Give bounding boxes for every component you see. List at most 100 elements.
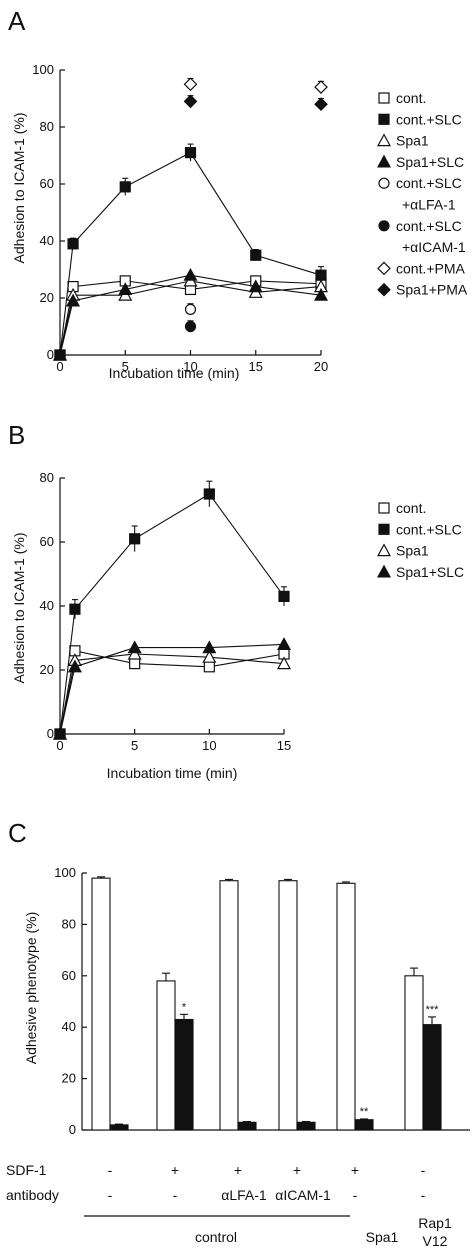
legend-label-cont: +αICAM-1 (402, 239, 466, 255)
y-tick-label: 0 (69, 1122, 76, 1137)
y-tick-label: 100 (54, 865, 76, 880)
v12-group-label: V12 (423, 1233, 448, 1249)
data-point (202, 640, 217, 654)
legend-label: cont.+SLC (396, 111, 462, 127)
panel-a-xlabel: Incubation time (min) (109, 365, 240, 381)
antibody-value: - (173, 1187, 178, 1203)
antibody-value: αICAM-1 (275, 1187, 331, 1203)
series-line (59, 274, 322, 356)
data-point (203, 661, 215, 673)
rap1-group-label: Rap1 (418, 1215, 452, 1231)
series-line (59, 643, 285, 735)
sdf-value: + (171, 1162, 179, 1178)
y-tick-label: 60 (62, 968, 76, 983)
x-tick-label: 20 (314, 359, 328, 374)
panel-letter-c: C (8, 818, 27, 848)
series-line (59, 650, 285, 735)
significance-label: *** (426, 1004, 440, 1016)
data-point (129, 533, 141, 545)
sdf-value: + (234, 1162, 242, 1178)
legend-label: Spa1 (396, 543, 429, 559)
legend-label: cont. (396, 500, 426, 516)
panel-b-legend: cont. cont.+SLC Spa1 Spa1+SLC (376, 500, 464, 580)
data-point (314, 80, 328, 94)
control-group-label: control (195, 1229, 237, 1245)
legend-label: cont. (396, 90, 426, 106)
y-tick-label: 40 (40, 233, 54, 248)
data-point (183, 77, 198, 92)
legend-label: cont.+SLC (396, 521, 462, 537)
legend-label: Spa1+PMA (396, 282, 468, 298)
data-point (127, 640, 142, 654)
legend-label: Spa1+SLC (396, 564, 464, 580)
bar-black (109, 1124, 129, 1131)
data-point (66, 293, 81, 307)
data-point (315, 269, 327, 281)
x-tick-label: 15 (277, 738, 291, 753)
antibody-value: αLFA-1 (221, 1187, 267, 1203)
data-point (314, 97, 328, 112)
x-tick-label: 10 (202, 738, 216, 753)
bar-black (354, 1119, 374, 1131)
sdf-value: + (293, 1162, 301, 1178)
y-tick-label: 0 (47, 726, 54, 741)
legend-label: Spa1+SLC (396, 154, 464, 170)
panel-a-marks (52, 77, 329, 361)
legend-marker (378, 220, 390, 232)
legend-marker (376, 154, 392, 168)
series-line (59, 151, 322, 356)
data-point (67, 659, 82, 673)
data-point (313, 287, 329, 301)
data-point (129, 657, 141, 670)
legend-marker (378, 523, 390, 535)
data-point (250, 249, 262, 261)
bar-black (237, 1121, 257, 1131)
legend-marker (378, 113, 390, 125)
y-tick-label: 0 (47, 347, 54, 362)
x-tick-label: 10 (183, 359, 197, 374)
y-tick-label: 40 (62, 1019, 76, 1034)
series-line (59, 493, 285, 735)
legend-label-cont: +αLFA-1 (402, 197, 456, 213)
data-point (52, 347, 68, 361)
legend-label: Spa1 (396, 133, 429, 149)
data-point (183, 267, 198, 281)
legend-marker (377, 261, 391, 276)
legend-marker (376, 564, 392, 578)
data-point (184, 320, 197, 333)
panel-a-ylabel: Adhesion to ICAM-1 (%) (11, 113, 27, 264)
data-point (202, 649, 217, 663)
y-tick-label: 100 (32, 62, 54, 77)
data-point (276, 656, 292, 670)
data-point (119, 181, 131, 193)
data-point (183, 94, 198, 109)
data-point (127, 646, 142, 660)
legend-label: cont.+SLC (396, 175, 462, 191)
spa1-group-label: Spa1 (366, 1229, 399, 1245)
bar-black (174, 1018, 194, 1131)
data-point (248, 279, 263, 293)
series-line (59, 653, 285, 735)
panel-b: B Adhesion to ICAM-1 (%) Incubation time… (8, 420, 464, 781)
antibody-value: - (108, 1187, 113, 1203)
panel-b-ylabel: Adhesion to ICAM-1 (%) (11, 533, 27, 684)
panel-b-axes: 0 20 40 60 80 0 5 10 15 (40, 470, 292, 753)
x-tick-label: 0 (56, 359, 63, 374)
legend-marker (378, 92, 390, 104)
legend-marker (376, 133, 392, 147)
data-point (184, 303, 197, 315)
sdf-row-label: SDF-1 (6, 1162, 47, 1178)
legend-marker (376, 543, 392, 557)
panel-c-marks: ****** (91, 876, 442, 1131)
data-point (184, 147, 197, 159)
antibody-value: - (421, 1187, 426, 1203)
y-tick-label: 80 (40, 470, 54, 485)
bar-white (336, 882, 356, 1131)
data-point (52, 726, 68, 740)
y-tick-label: 80 (40, 119, 54, 134)
y-tick-label: 40 (40, 598, 54, 613)
y-tick-label: 20 (40, 662, 54, 677)
significance-label: * (182, 1001, 187, 1013)
